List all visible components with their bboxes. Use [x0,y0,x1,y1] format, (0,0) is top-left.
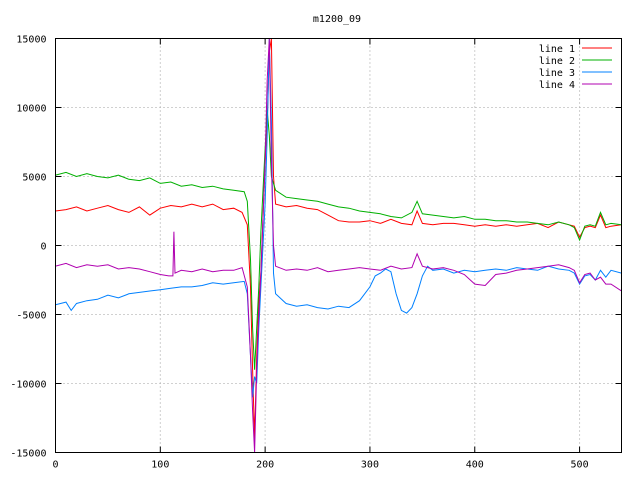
x-tick-label: 200 [256,460,274,471]
axis-ticks: 0 100 200 300 400 500 -15000 -10000 -5000 0 5000 10… [10,35,622,471]
series-line-4 [55,38,622,453]
legend-label-2: line 2 [539,56,575,67]
series-line-2 [55,110,622,370]
legend-label-1: line 1 [539,44,575,55]
chart-title: m1200_09 [313,14,361,25]
y-tick-label: -10000 [10,380,46,391]
y-tick-label: 10000 [16,104,46,115]
y-tick-label: 0 [40,242,46,253]
x-tick-label: 500 [571,460,589,471]
grid [55,38,622,453]
y-tick-label: 15000 [16,35,46,46]
series-line-3 [55,38,622,398]
x-tick-label: 400 [466,460,484,471]
y-tick-label: 5000 [22,173,46,184]
y-tick-label: -5000 [16,311,46,322]
series-line-1 [55,38,622,439]
x-tick-label: 300 [361,460,379,471]
x-tick-label: 0 [52,460,58,471]
y-tick-label: -15000 [10,449,46,460]
legend-label-3: line 3 [539,68,575,79]
legend-label-4: line 4 [539,80,575,91]
series-lines [55,38,622,453]
x-tick-label: 100 [151,460,169,471]
